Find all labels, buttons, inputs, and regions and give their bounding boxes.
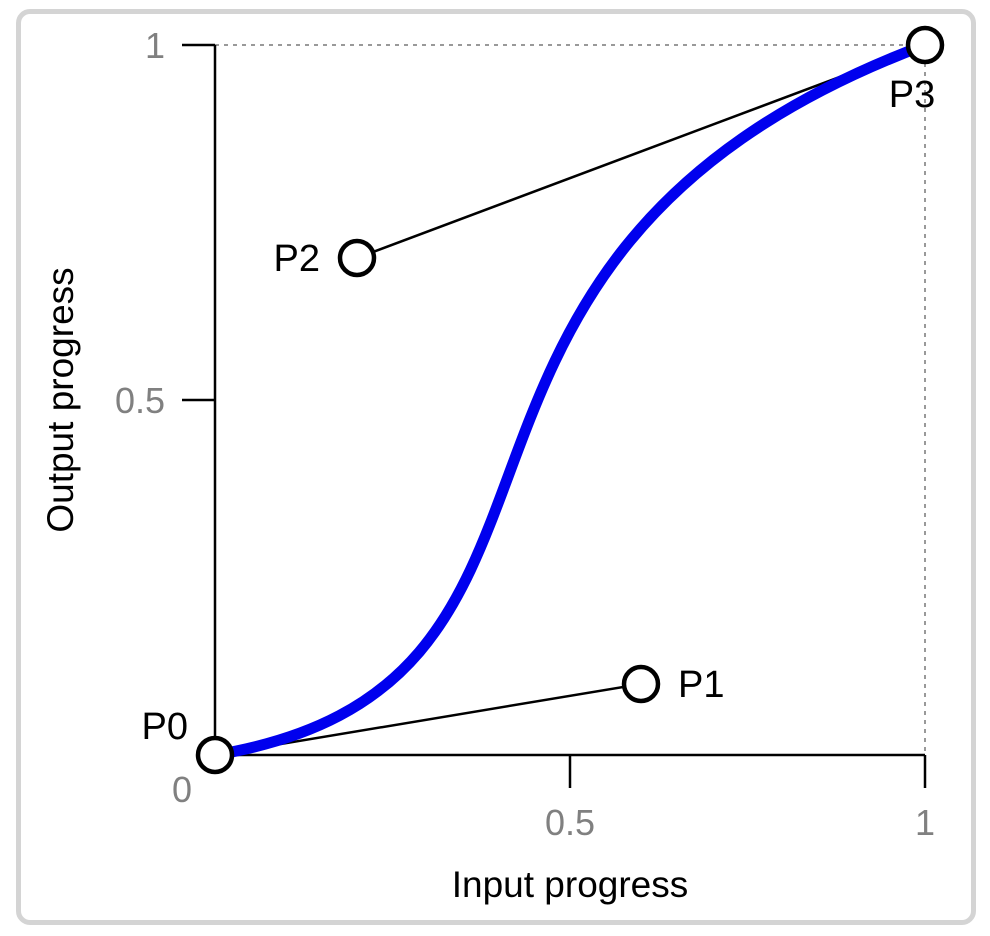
x-tick-label: 0.5 bbox=[545, 802, 595, 843]
control-point-label: P1 bbox=[678, 664, 724, 706]
control-point-label: P2 bbox=[274, 238, 320, 280]
control-point-p0 bbox=[195, 735, 235, 775]
bezier-curve bbox=[209, 39, 931, 761]
y-tick-label: 0.5 bbox=[115, 380, 165, 421]
origin-label: 0 bbox=[172, 769, 192, 810]
x-tick-label: 1 bbox=[915, 802, 935, 843]
x-axis-title: Input progress bbox=[452, 864, 689, 905]
chart-frame bbox=[16, 9, 976, 925]
bezier-curve-group bbox=[209, 39, 931, 761]
control-point-p1 bbox=[621, 664, 661, 704]
y-axis-title: Output progress bbox=[40, 267, 81, 532]
control-handles bbox=[214, 43, 926, 757]
y-tick-label: 1 bbox=[145, 25, 165, 66]
ticks: 0.5 1 1 0.5 bbox=[115, 25, 935, 843]
control-point-p3 bbox=[905, 25, 945, 65]
control-point-p2 bbox=[337, 238, 377, 278]
dashed-guides bbox=[215, 44, 926, 755]
control-points: P0 P1 P2 P3 bbox=[142, 25, 945, 775]
control-point-label: P0 bbox=[142, 706, 188, 748]
control-point-label: P3 bbox=[889, 74, 935, 116]
axes bbox=[213, 45, 925, 757]
